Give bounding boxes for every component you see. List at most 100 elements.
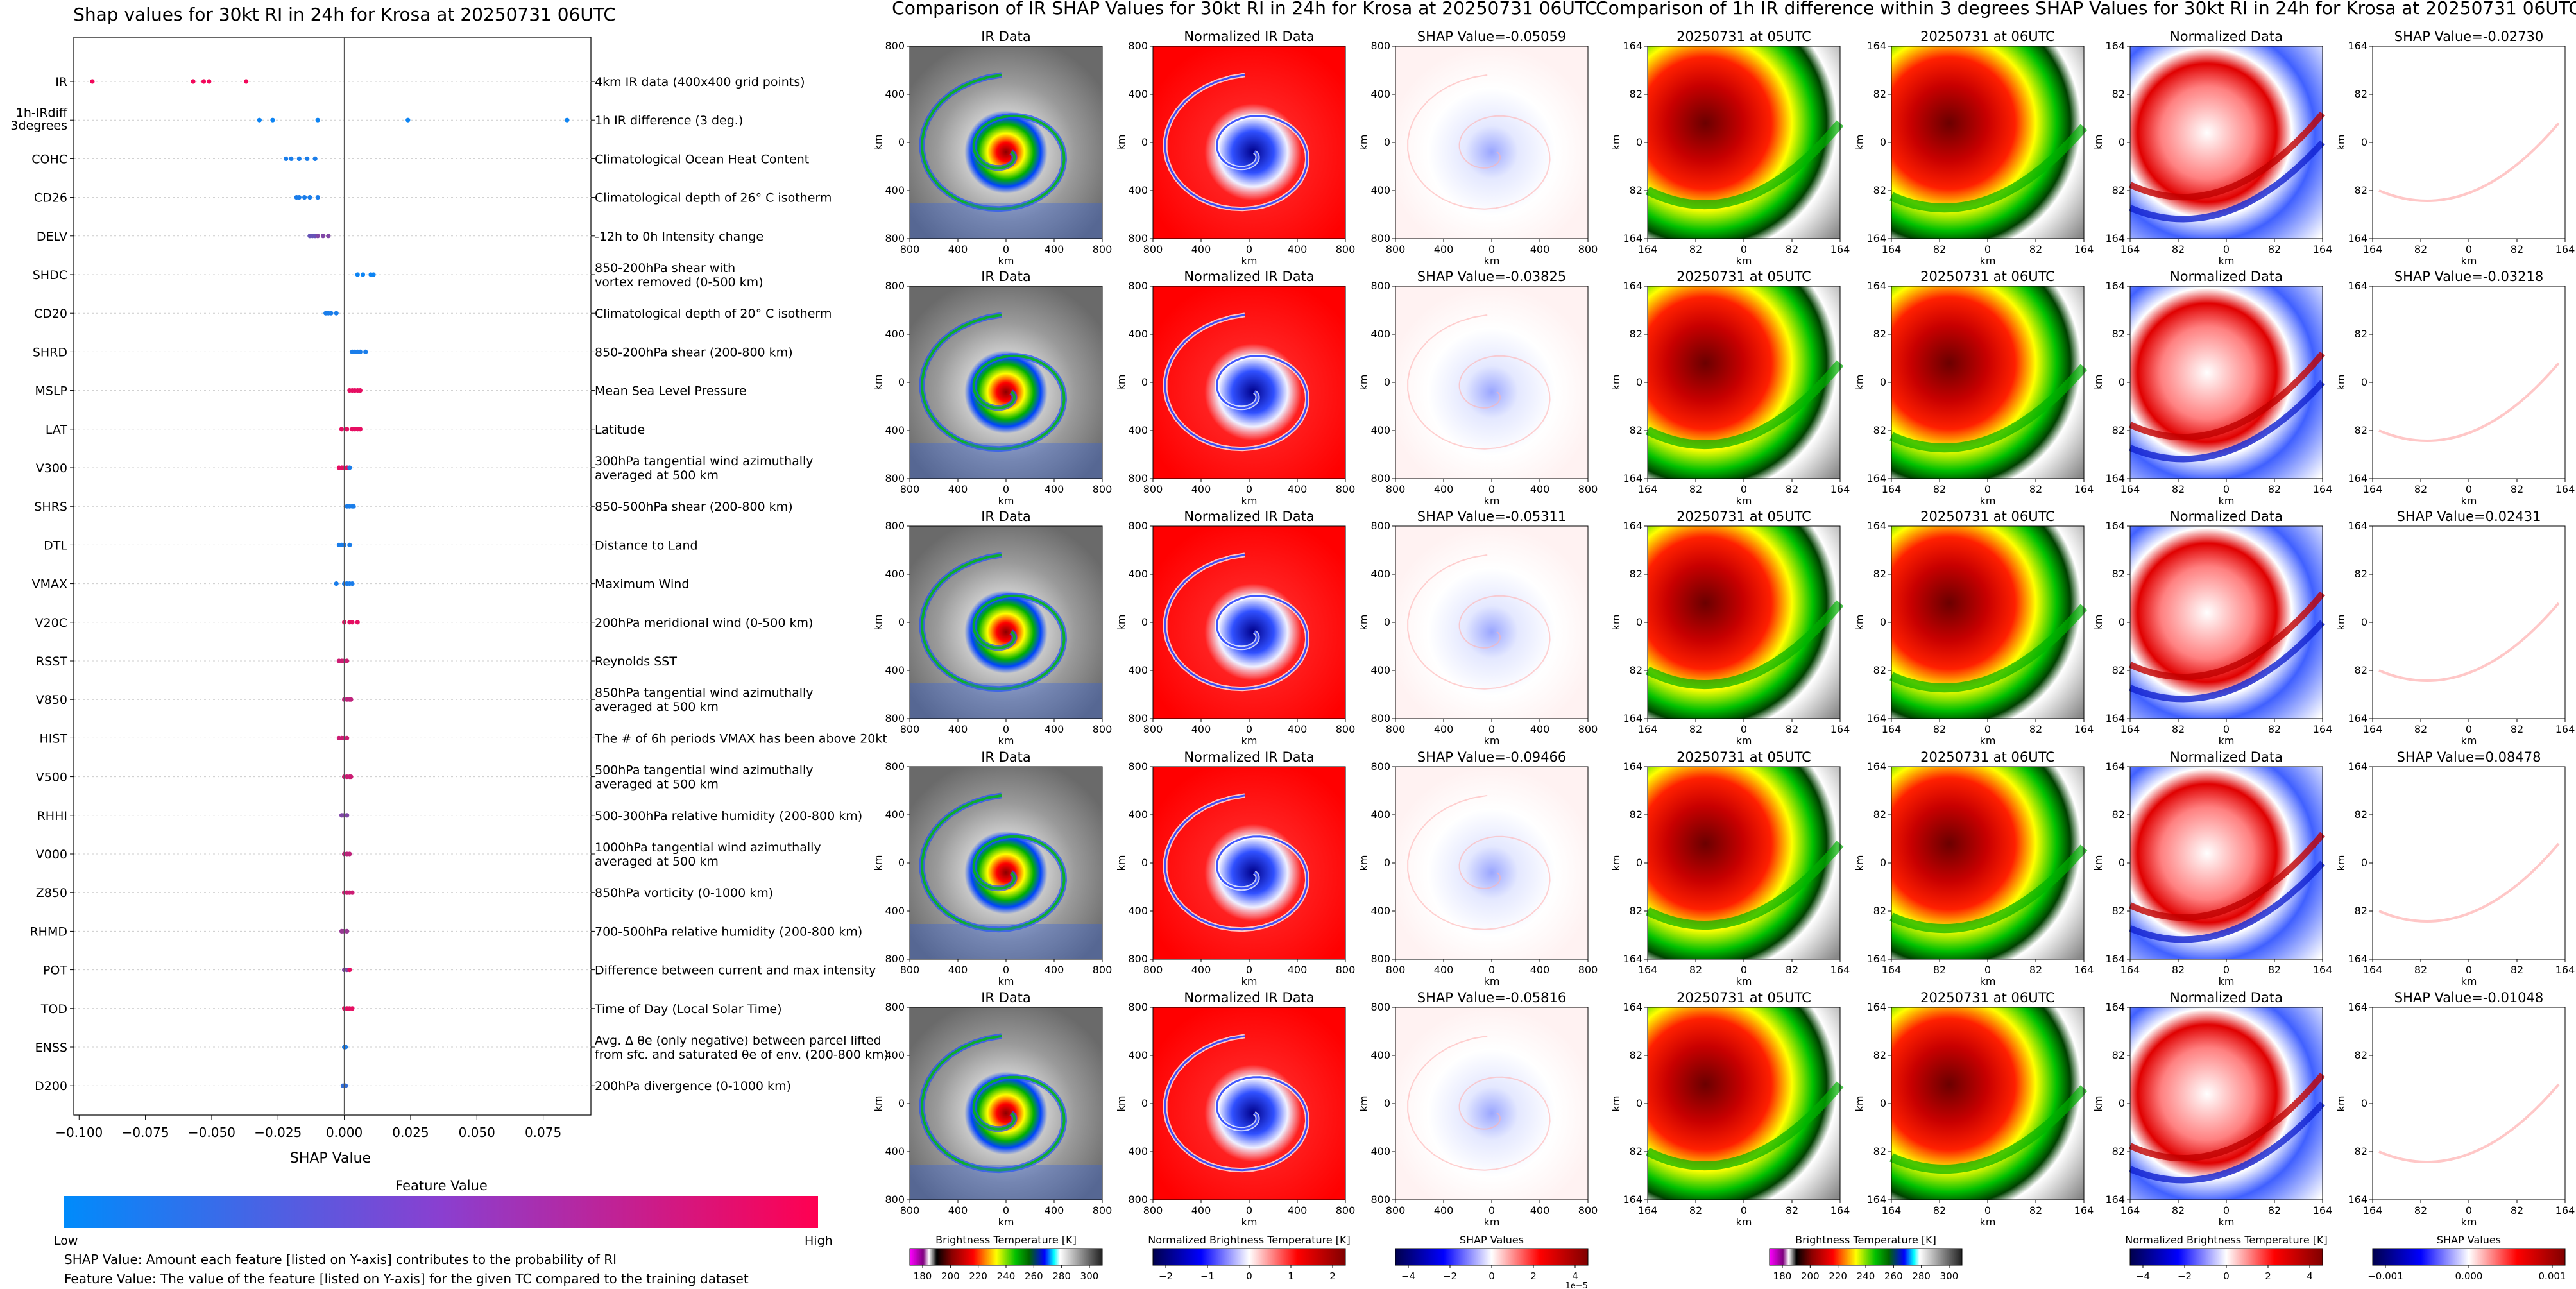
panel-x-tick-label: 164 — [2363, 483, 2383, 495]
panel-x-tick-label: 0 — [1984, 1204, 1991, 1216]
irdiff-grid-title: Comparison of 1h IR difference within 3 … — [1596, 0, 2576, 19]
panel-y-axis-label: km — [1358, 1096, 1370, 1112]
panel-x-tick-label: 400 — [1434, 723, 1454, 735]
panel-y-tick-label: 400 — [885, 1049, 905, 1061]
panel-y-tick-label: 400 — [1370, 328, 1390, 340]
panel-y-tick-label: 400 — [1128, 184, 1148, 196]
shap-point — [326, 234, 331, 239]
panel-title: 20250731 at 05UTC — [1676, 269, 1811, 284]
panel-y-tick-label: 0 — [1880, 857, 1886, 869]
panel-y-tick-label: 800 — [1370, 953, 1390, 965]
colorbar-tick-label: 4 — [1572, 1270, 1578, 1282]
panel-y-tick-label: 800 — [885, 472, 905, 484]
panel-y-tick-label: 82 — [2112, 424, 2125, 436]
panel-x-axis-label: km — [2219, 255, 2235, 267]
panel-y-axis-label: km — [1358, 135, 1370, 151]
panel-x-axis-label: km — [1736, 255, 1752, 267]
panel-x-tick-label: 82 — [2268, 964, 2281, 976]
panel-x-tick-label: 82 — [1933, 1204, 1946, 1216]
colorbar-tick-label: 240 — [997, 1270, 1016, 1282]
panel-y-tick-label: 400 — [1128, 424, 1148, 436]
cloud-band — [910, 683, 1102, 719]
panel-image — [1648, 1007, 1840, 1200]
panel-x-tick-label: 0 — [1488, 243, 1495, 255]
panel-y-tick-label: 0 — [898, 857, 905, 869]
x-axis-label: SHAP Value — [290, 1150, 371, 1166]
shap-point — [257, 117, 262, 123]
panel-y-axis-label: km — [1115, 375, 1127, 391]
colorbar-title: Brightness Temperature [K] — [1795, 1234, 1936, 1246]
panel-image — [1395, 1007, 1588, 1200]
panel-image — [2130, 46, 2323, 239]
panel-x-tick-label: 82 — [2029, 1204, 2042, 1216]
rainband — [2128, 591, 2325, 680]
panel-image — [2373, 767, 2565, 959]
panel-x-tick-label: 82 — [1786, 964, 1798, 976]
feature-description-label: 500hPa tangential wind azimuthally averag… — [595, 764, 814, 792]
feature-description-label: Mean Sea Level Pressure — [595, 384, 747, 398]
feature-description-label: 850-200hPa shear (200-800 km) — [595, 345, 793, 359]
cloud-band — [910, 203, 1102, 239]
panel-x-tick-label: 800 — [1578, 243, 1598, 255]
panel-y-tick-label: 0 — [1384, 136, 1390, 148]
panel-x-tick-label: 0 — [2223, 243, 2230, 255]
spiral-band — [1407, 794, 1551, 930]
colorbar-tick-label: 300 — [1940, 1270, 1959, 1282]
panel-y-axis-label: km — [1610, 135, 1622, 151]
feature-description-label: Maximum Wind — [595, 577, 689, 592]
panel-x-tick-label: 0 — [1003, 483, 1009, 495]
panel-image — [2130, 526, 2323, 719]
panel-y-tick-label: 164 — [1866, 1001, 1886, 1013]
feature-name-label: COHC — [31, 152, 67, 166]
panel-x-axis-label: km — [998, 735, 1014, 747]
panel-x-tick-label: 800 — [1143, 483, 1163, 495]
panel-x-tick-label: 400 — [1288, 243, 1308, 255]
panel-y-tick-label: 0 — [1880, 136, 1886, 148]
mid-norm-panel: Normalized IR Data8008004004000040040080… — [1115, 749, 1355, 987]
feature-description-label: Climatological depth of 26° C isotherm — [595, 191, 832, 205]
panel-y-tick-label: 164 — [1623, 1001, 1642, 1013]
panel-title: 20250731 at 05UTC — [1676, 749, 1811, 765]
shap-point — [334, 311, 339, 316]
panel-title: 20250731 at 05UTC — [1676, 509, 1811, 524]
panel-x-tick-label: 800 — [1093, 964, 1113, 976]
panel-y-axis-label: km — [872, 375, 884, 391]
panel-x-tick-label: 800 — [1143, 723, 1163, 735]
panel-y-tick-label: 800 — [885, 712, 905, 724]
panel-x-tick-label: 164 — [2120, 483, 2140, 495]
panel-y-axis-label: km — [1358, 855, 1370, 871]
panel-y-tick-label: 800 — [1370, 40, 1390, 52]
feature-description-label: 850-200hPa shear with vortex removed (0-5… — [595, 261, 763, 289]
panel-y-tick-label: 0 — [1141, 1097, 1148, 1109]
spiral-band — [921, 553, 1066, 690]
panel-image — [2373, 526, 2565, 719]
panel-x-tick-label: 82 — [2511, 483, 2523, 495]
colorbar-bar — [2372, 1248, 2566, 1266]
shap-point — [348, 697, 354, 702]
panel-y-tick-label: 82 — [1630, 664, 1642, 676]
panel-y-axis-label: km — [2092, 135, 2104, 151]
rainband — [1889, 124, 2088, 212]
spiral-band — [1407, 74, 1551, 210]
panel-y-tick-label: 800 — [1128, 472, 1148, 484]
panel-y-tick-label: 400 — [1370, 184, 1390, 196]
panel-y-tick-label: 82 — [1630, 88, 1642, 100]
panel-y-tick-label: 164 — [2105, 712, 2125, 724]
panel-y-axis-label: km — [2092, 615, 2104, 631]
mid-shap-panel: SHAP Value=-0.05816800800400400004004008… — [1358, 990, 1598, 1228]
right-05-panel: 20250731 at 05UTC1641648282008282164164k… — [1610, 269, 1850, 507]
panel-y-tick-label: 82 — [2112, 88, 2125, 100]
shap-point — [350, 890, 355, 895]
panel-y-tick-label: 164 — [2348, 232, 2367, 244]
panel-y-tick-label: 0 — [1384, 1097, 1390, 1109]
panel-title: SHAP Value=-0.05816 — [1417, 990, 1567, 1005]
panel-title: Normalized IR Data — [1184, 509, 1314, 524]
right-05-panel: 20250731 at 05UTC1641648282008282164164k… — [1610, 990, 1850, 1228]
panel-x-axis-label: km — [1484, 255, 1500, 267]
feature-description-label: Reynolds SST — [595, 654, 677, 669]
panel-y-tick-label: 82 — [1873, 905, 1886, 917]
panel-image — [1648, 46, 1840, 239]
shap-plot-title: Shap values for 30kt RI in 24h for Krosa… — [73, 4, 616, 25]
panel-y-tick-label: 800 — [1128, 712, 1148, 724]
feature-name-label: RHMD — [30, 925, 67, 939]
